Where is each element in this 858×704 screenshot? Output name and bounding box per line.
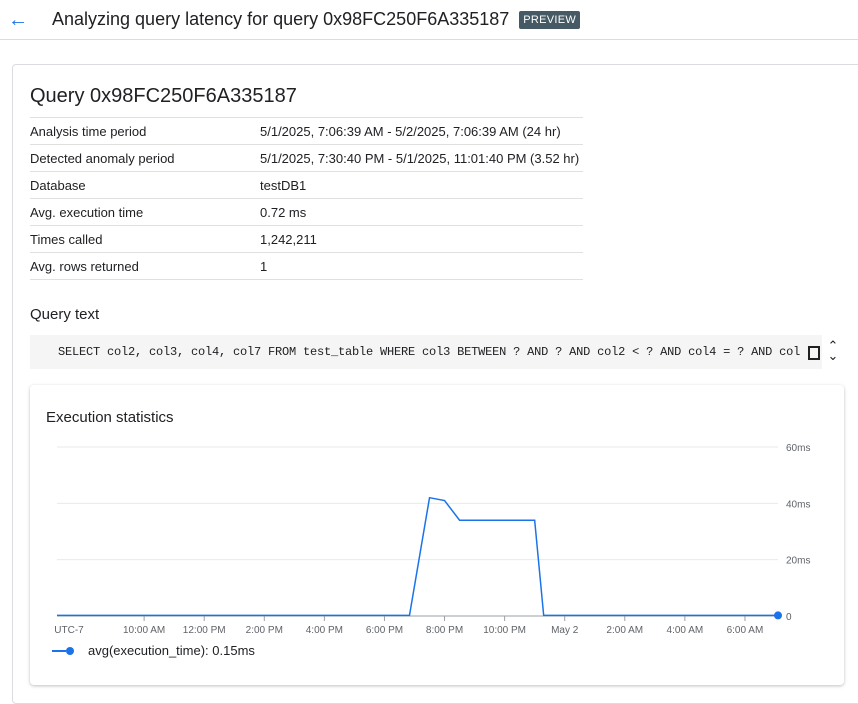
detail-value: 0.72 ms [260,198,583,226]
detail-label: Database [30,171,260,199]
chart-legend[interactable]: avg(execution_time): 0.15ms [52,643,255,658]
execution-statistics-chart: Execution statistics 0 20ms 40ms 60ms UTC-7 1… [30,385,844,685]
x-tick-label: 2:00 PM [246,625,283,636]
detail-label: Analysis time period [30,117,260,145]
x-tick-label: 10:00 AM [123,625,165,636]
detail-row: Detected anomaly period 5/1/2025, 7:30:40… [30,144,583,172]
x-tick-label: 6:00 AM [727,625,764,636]
x-tick-label: 4:00 PM [306,625,343,636]
x-tick-label: May 2 [551,625,579,636]
chart-title: Execution statistics [46,409,174,426]
query-text-label: Query text [30,306,100,323]
x-tick-label: 10:00 PM [483,625,526,636]
detail-row: Times called 1,242,211 [30,225,583,253]
x-tick-label: 8:00 PM [426,625,463,636]
x-tick-label: UTC-7 [54,625,84,636]
expand-icon[interactable]: ⌃ ⌄ [827,338,839,363]
back-arrow-icon[interactable]: ← [8,8,28,31]
x-tick-label: 12:00 PM [183,625,226,636]
detail-row: Avg. rows returned 1 [30,252,583,280]
detail-value: 5/1/2025, 7:30:40 PM - 5/1/2025, 11:01:4… [260,144,583,172]
y-tick-label: 60ms [786,443,810,454]
legend-dot-icon [66,646,74,655]
legend-line-icon [52,649,66,652]
detail-label: Avg. rows returned [30,252,260,280]
detail-row: Analysis time period 5/1/2025, 7:06:39 AM… [30,117,583,145]
chart-plot: 0 20ms 40ms 60ms UTC-7 10:00 AM 12:00 PM 2:00 P… [54,443,810,636]
series-end-point [774,611,782,620]
detail-value: testDB1 [260,171,583,199]
page-title: Analyzing query latency for query 0x98FC… [52,9,510,29]
copy-icon[interactable] [805,344,820,360]
series-line [57,496,778,617]
detail-value: 1,242,211 [260,225,583,253]
detail-label: Avg. execution time [30,198,260,226]
x-tick-label: 4:00 AM [667,625,704,636]
query-text: SELECT col2, col3, col4, col7 FROM test_… [30,335,822,369]
x-tick-label: 2:00 AM [606,625,643,636]
y-tick-label: 40ms [786,499,810,510]
x-tick-label: 6:00 PM [366,625,403,636]
top-bar: ← Analyzing query latency for query 0x98… [0,0,858,40]
detail-label: Times called [30,225,260,253]
preview-badge: PREVIEW [519,10,581,29]
detail-label: Detected anomaly period [30,144,260,172]
detail-row: Avg. execution time 0.72 ms [30,198,583,226]
y-tick-label: 0 [786,612,792,623]
legend-label: avg(execution_time): 0.15ms [88,643,255,658]
detail-value: 5/1/2025, 7:06:39 AM - 5/2/2025, 7:06:39… [260,117,583,145]
detail-value: 1 [260,252,583,280]
detail-row: Database testDB1 [30,171,583,199]
y-tick-label: 20ms [786,556,810,567]
query-details-table: Analysis time period 5/1/2025, 7:06:39 AM… [30,117,583,280]
query-title: Query 0x98FC250F6A335187 [30,85,297,107]
